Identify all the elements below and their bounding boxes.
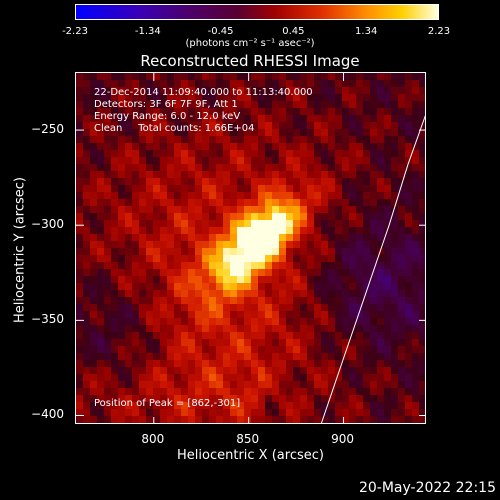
info-energy-range: Energy Range: 6.0 - 12.0 keV <box>94 111 241 122</box>
colorbar-tick: -0.45 <box>207 26 234 37</box>
info-clean-counts: Clean Total counts: 1.66E+04 <box>94 123 255 134</box>
chart-title: Reconstructed RHESSI Image <box>140 52 360 70</box>
colorbar-tick: -2.23 <box>62 26 88 37</box>
colorbar-tick: -1.34 <box>134 26 161 37</box>
y-tick-label: −250 <box>31 122 64 137</box>
heatmap-image <box>76 73 425 423</box>
info-peak-position: Position of Peak = [862,-301] <box>94 398 241 409</box>
info-time-range: 22-Dec-2014 11:09:40.000 to 11:13:40.000 <box>94 87 313 98</box>
colorbar-tick: 2.23 <box>427 26 451 37</box>
x-axis-label: Heliocentric X (arcsec) <box>177 448 324 463</box>
plot-area <box>75 72 426 424</box>
y-axis-label: Heliocentric Y (arcsec) <box>12 177 28 323</box>
colorbar <box>75 4 439 20</box>
y-tick-label: −300 <box>31 217 64 232</box>
colorbar-unit-label: (photons cm⁻² s⁻¹ asec⁻²) <box>185 38 315 49</box>
solar-limb-line <box>320 115 425 423</box>
colorbar-tick: 1.34 <box>355 26 378 37</box>
info-detectors: Detectors: 3F 6F 7F 9F, Att 1 <box>94 99 238 110</box>
timestamp: 20-May-2022 22:15 <box>358 480 496 496</box>
y-tick-label: −400 <box>31 407 64 422</box>
heatmap-cells <box>76 73 425 423</box>
colorbar-tick: 0.45 <box>282 26 305 37</box>
x-tick-label: 800 <box>141 432 165 446</box>
x-tick-label: 900 <box>331 432 354 446</box>
x-tick-label: 850 <box>236 432 260 446</box>
y-tick-label: −350 <box>31 312 64 327</box>
